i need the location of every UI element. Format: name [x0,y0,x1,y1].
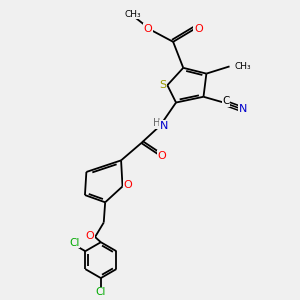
Text: Cl: Cl [69,238,80,248]
Text: O: O [194,24,203,34]
Text: O: O [123,180,132,190]
Text: O: O [85,231,94,241]
Text: H: H [153,118,160,128]
Text: CH₃: CH₃ [235,62,251,71]
Text: C: C [222,96,230,106]
Text: O: O [158,151,167,161]
Text: Cl: Cl [96,287,106,297]
Text: N: N [239,104,247,114]
Text: S: S [160,80,167,90]
Text: N: N [159,121,168,131]
Text: O: O [144,24,152,34]
Text: CH₃: CH₃ [124,10,141,19]
